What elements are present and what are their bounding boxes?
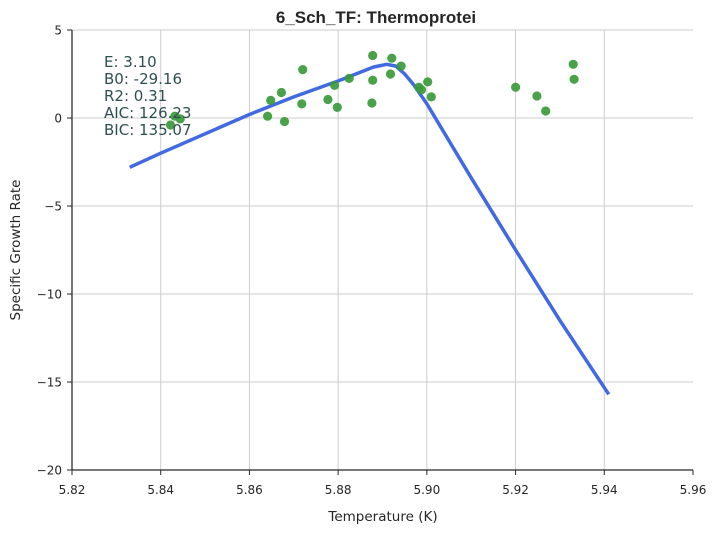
annotation-line: BIC: 135.07 (104, 121, 192, 139)
data-point (279, 116, 290, 127)
data-point (541, 106, 551, 116)
axis-ticks: 5.82 5.84 5.86 5.88 5.90 5.92 5.94 5.96 5 0 −5 −10 −… (37, 24, 707, 498)
data-point (387, 53, 397, 63)
data-point (298, 65, 308, 75)
x-tick-label: 5.96 (680, 483, 707, 497)
x-tick-label: 5.82 (59, 483, 86, 497)
y-tick-label: −5 (44, 200, 62, 214)
x-tick-label: 5.92 (502, 483, 529, 497)
x-tick-label: 5.90 (413, 483, 440, 497)
data-point (568, 59, 578, 69)
x-tick-label: 5.86 (236, 483, 263, 497)
x-tick-label: 5.84 (147, 483, 174, 497)
data-point (385, 69, 396, 79)
scatter-points (165, 50, 579, 130)
data-point (344, 73, 354, 83)
axes-spines (71, 30, 693, 471)
data-point (266, 95, 276, 105)
x-tick-label: 5.88 (325, 483, 352, 497)
data-point (569, 74, 579, 84)
data-point (175, 114, 185, 124)
y-tick-label: −15 (37, 376, 62, 390)
data-point (426, 92, 436, 102)
y-tick-label: −10 (37, 288, 62, 302)
data-point (367, 98, 377, 108)
data-point (510, 82, 521, 92)
data-point (330, 80, 340, 90)
fit-line (128, 62, 611, 396)
data-point (396, 61, 406, 71)
x-axis-label: Temperature (K) (327, 509, 437, 525)
annotation-line: R2: 0.31 (104, 87, 167, 105)
data-point (165, 120, 176, 130)
annotation-line: B0: -29.16 (104, 70, 182, 88)
y-tick-label: −20 (37, 464, 62, 478)
fit-line-layer (128, 62, 611, 396)
data-point (323, 94, 333, 105)
data-point (297, 99, 307, 109)
annotation-line: AIC: 126.23 (104, 104, 191, 122)
chart-title: 6_Sch_TF: Thermoprotei (276, 8, 476, 27)
data-point (368, 50, 378, 61)
y-tick-label: 5 (54, 24, 62, 38)
annotation-line: E: 3.10 (104, 53, 157, 71)
data-point (423, 77, 433, 87)
data-point (332, 102, 342, 112)
y-tick-label: 0 (54, 112, 62, 126)
data-point (263, 111, 273, 121)
x-tick-label: 5.94 (591, 483, 618, 497)
data-point (368, 75, 378, 85)
data-point (276, 87, 286, 98)
y-axis-label: Specific Growth Rate (8, 180, 24, 321)
data-point (416, 85, 427, 95)
data-point (532, 91, 542, 101)
